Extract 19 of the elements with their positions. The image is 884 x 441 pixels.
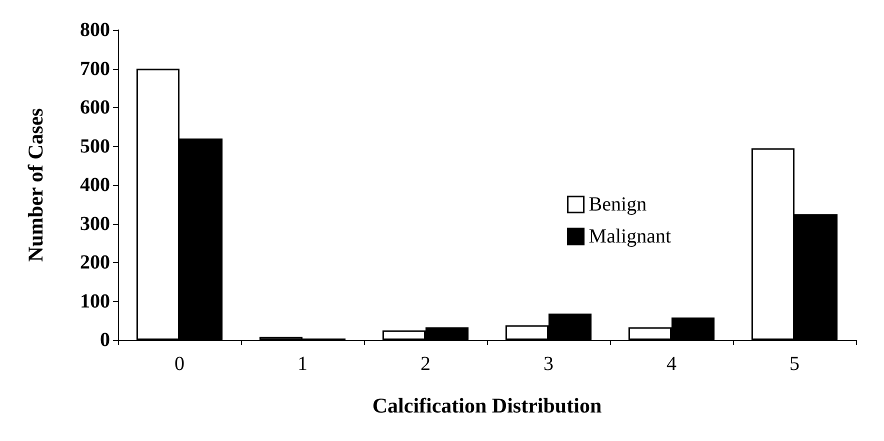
- y-tick-label: 700: [80, 58, 110, 80]
- x-tick-label: 0: [174, 353, 184, 375]
- x-tick-label: 3: [544, 353, 554, 375]
- y-tick-label: 0: [100, 329, 110, 351]
- y-tick-label: 200: [80, 252, 110, 274]
- y-tick-label: 600: [80, 96, 110, 118]
- legend-label: Benign: [588, 194, 647, 216]
- y-tick-label: 100: [80, 290, 110, 312]
- x-axis-title: Calcification Distribution: [372, 394, 602, 418]
- x-tick-label: 5: [790, 353, 800, 375]
- y-tick-label: 500: [80, 135, 110, 158]
- y-tick-label: 400: [80, 174, 110, 196]
- y-axis-title: Number of Cases: [24, 108, 48, 262]
- x-tick-label: 1: [298, 353, 308, 375]
- y-tick-label: 800: [80, 19, 110, 41]
- x-tick-label: 4: [666, 353, 676, 375]
- legend-label: Malignant: [588, 226, 672, 248]
- x-tick-label: 2: [420, 353, 430, 375]
- y-tick-label: 300: [80, 212, 110, 235]
